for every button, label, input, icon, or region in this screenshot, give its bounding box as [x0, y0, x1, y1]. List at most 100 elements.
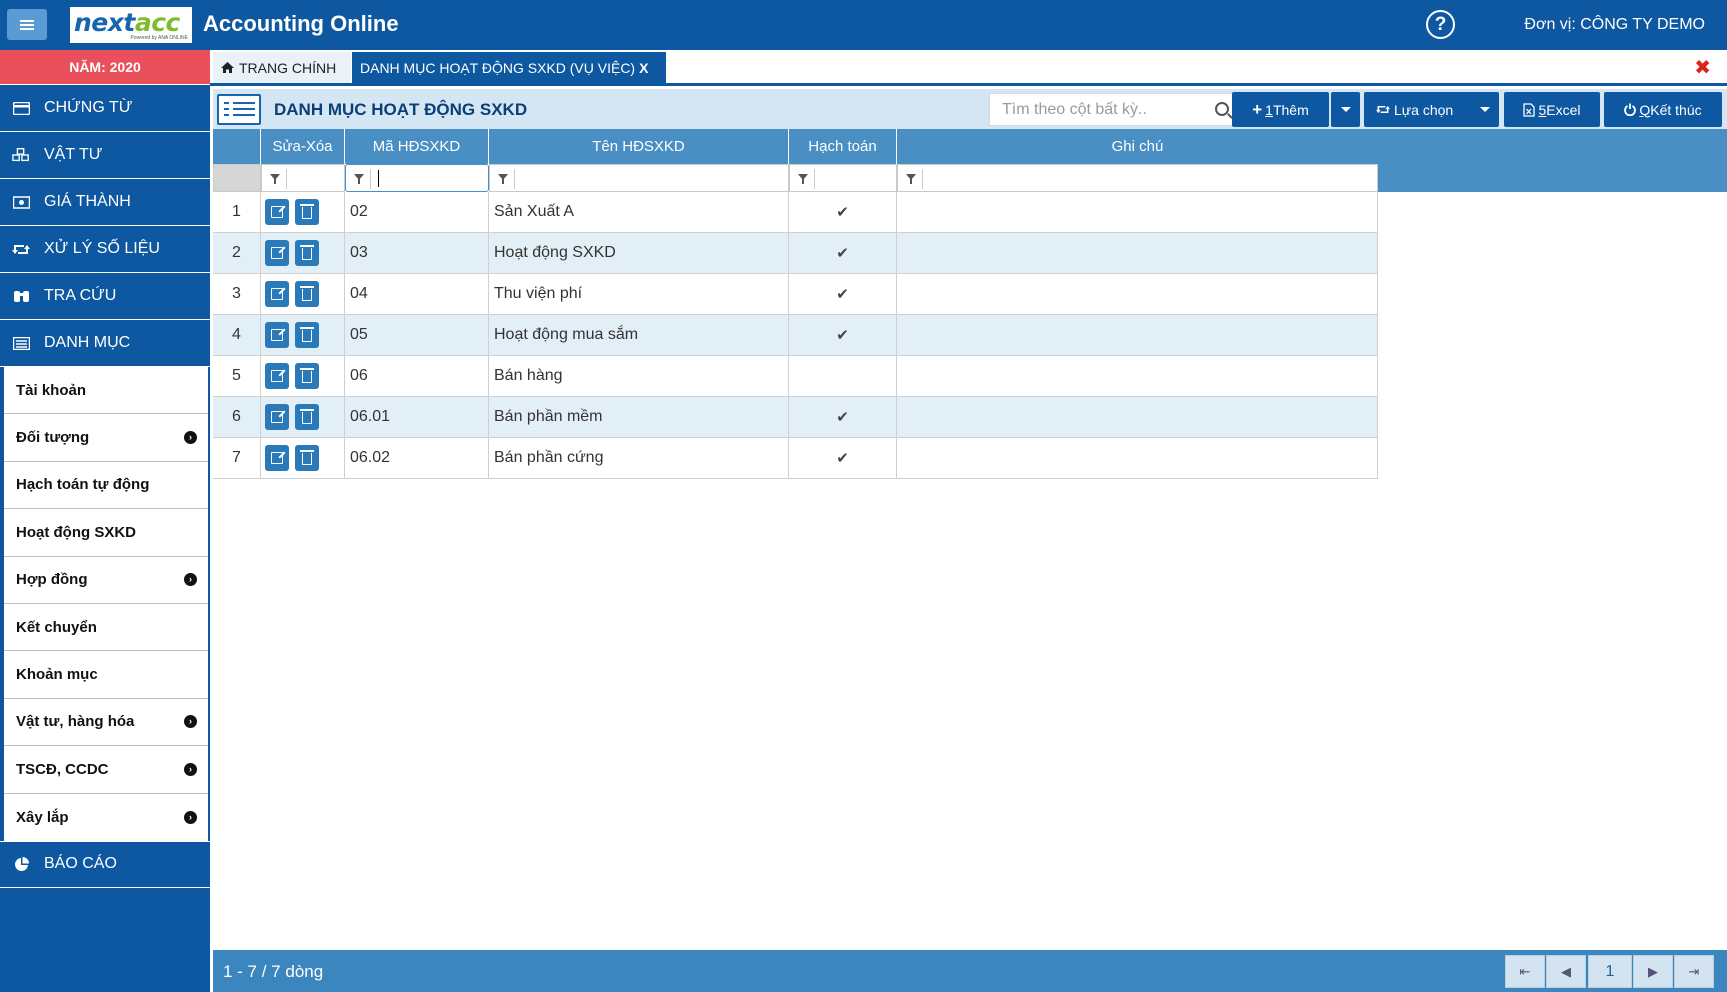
delete-button[interactable]: [295, 322, 319, 348]
app-title: Accounting Online: [203, 11, 399, 36]
submenu-item-hop-dong[interactable]: Hợp đồng ›: [4, 557, 208, 604]
edit-button[interactable]: [265, 240, 289, 266]
company-unit-label[interactable]: Đơn vị: CÔNG TY DEMO: [1524, 16, 1705, 33]
cell-posting: ✔: [789, 233, 897, 273]
filter-code-input[interactable]: [345, 164, 489, 192]
submenu-item-doi-tuong[interactable]: Đối tượng ›: [4, 414, 208, 462]
last-page-button[interactable]: ⇥: [1674, 955, 1714, 988]
cell-posting: ✔: [789, 274, 897, 314]
search-input[interactable]: [990, 94, 1190, 125]
table-row[interactable]: 4 05 Hoạt động mua sắm ✔: [213, 315, 1378, 356]
delete-button[interactable]: [295, 199, 319, 225]
edit-button[interactable]: [265, 322, 289, 348]
sidebar-item-gia-thanh[interactable]: GIÁ THÀNH: [0, 179, 210, 226]
file-excel-icon: [1523, 102, 1536, 117]
search-field[interactable]: [989, 93, 1240, 126]
filter-icon[interactable]: [270, 174, 280, 184]
exit-button[interactable]: Q Kết thúc: [1604, 92, 1722, 127]
submenu-item-hoat-dong-sxkd[interactable]: Hoạt động SXKD: [4, 509, 208, 557]
filter-note-input[interactable]: [897, 164, 1378, 192]
cell-posting: ✔: [789, 438, 897, 478]
filter-icon[interactable]: [798, 174, 808, 184]
prev-page-button[interactable]: ◀: [1546, 955, 1586, 988]
cell-code: 06.02: [345, 438, 489, 478]
sidebar-item-vat-tu[interactable]: VẬT TƯ: [0, 132, 210, 179]
column-header-posting[interactable]: Hạch toán: [789, 129, 897, 164]
column-header-note[interactable]: Ghi chú: [1111, 138, 1164, 155]
edit-button[interactable]: [265, 281, 289, 307]
row-number: 6: [213, 397, 261, 437]
row-actions: [261, 192, 345, 232]
edit-icon: [271, 247, 283, 259]
filter-icon[interactable]: [906, 174, 916, 184]
options-button[interactable]: Lựa chọn: [1364, 92, 1499, 127]
table-row[interactable]: 7 06.02 Bán phần cứng ✔: [213, 438, 1378, 479]
question-circle-icon[interactable]: ?: [1426, 10, 1455, 39]
tab-bar: TRANG CHÍNH DANH MỤC HOẠT ĐỘNG SXKD (VỤ …: [210, 50, 1727, 86]
credit-card-icon: [12, 101, 30, 115]
plus-icon: +: [1252, 99, 1263, 119]
submenu-item-vat-tu-hang-hoa[interactable]: Vật tư, hàng hóa ›: [4, 699, 208, 747]
tab-close-button[interactable]: X: [639, 59, 649, 76]
sidebar-item-bao-cao[interactable]: BÁO CÁO: [0, 840, 210, 888]
column-header-edit-delete[interactable]: Sửa-Xóa: [261, 129, 345, 164]
table-row[interactable]: 6 06.01 Bán phần mềm ✔: [213, 397, 1378, 438]
add-button[interactable]: + 1 Thêm: [1232, 92, 1329, 127]
tab-danh-muc-hoat-dong-sxkd[interactable]: DANH MỤC HOẠT ĐỘNG SXKD (VỤ VIỆC) X: [352, 52, 666, 83]
delete-button[interactable]: [295, 404, 319, 430]
filter-edit-delete[interactable]: [261, 164, 345, 192]
retweet-icon: [12, 242, 30, 256]
retweet-icon: [1376, 104, 1390, 115]
current-page-number[interactable]: 1: [1588, 955, 1632, 988]
excel-button[interactable]: 5 Excel: [1504, 92, 1600, 127]
column-header-name[interactable]: Tên HĐSXKD: [489, 129, 789, 164]
submenu-item-ket-chuyen[interactable]: Kết chuyển: [4, 604, 208, 652]
submenu-item-hach-toan-tu-dong[interactable]: Hạch toán tự động: [4, 462, 208, 510]
page-title: DANH MỤC HOẠT ĐỘNG SXKD: [274, 100, 528, 119]
filter-posting-input[interactable]: [789, 164, 897, 192]
sidebar-item-tra-cuu[interactable]: TRA CỨU: [0, 273, 210, 320]
fiscal-year-badge[interactable]: NĂM: 2020: [0, 50, 210, 85]
add-shortcut: 1: [1265, 101, 1273, 118]
cell-note: [897, 233, 1378, 273]
close-all-tabs-icon[interactable]: ✖: [1694, 57, 1711, 79]
tab-home[interactable]: TRANG CHÍNH: [213, 52, 351, 83]
filter-name-input[interactable]: [489, 164, 789, 192]
add-dropdown-button[interactable]: [1331, 92, 1360, 127]
delete-button[interactable]: [295, 363, 319, 389]
table-row[interactable]: 1 02 Sản Xuất A ✔: [213, 192, 1378, 233]
cell-posting: ✔: [789, 397, 897, 437]
next-page-button[interactable]: ▶: [1633, 955, 1673, 988]
cell-name: Bán hàng: [489, 356, 789, 396]
row-actions: [261, 233, 345, 273]
search-icon[interactable]: [1215, 102, 1229, 116]
delete-button[interactable]: [295, 445, 319, 471]
money-icon: [12, 195, 30, 209]
table-row[interactable]: 2 03 Hoạt động SXKD ✔: [213, 233, 1378, 274]
edit-button[interactable]: [265, 445, 289, 471]
edit-button[interactable]: [265, 404, 289, 430]
delete-button[interactable]: [295, 240, 319, 266]
table-row[interactable]: 3 04 Thu viện phí ✔: [213, 274, 1378, 315]
submenu-item-khoan-muc[interactable]: Khoản mục: [4, 651, 208, 699]
submenu-item-xay-lap[interactable]: Xây lắp ›: [4, 794, 208, 841]
row-number: 2: [213, 233, 261, 273]
top-header: nextacc Powered by ANA ONLINE Accounting…: [0, 0, 1727, 50]
sidebar-item-chung-tu[interactable]: CHỨNG TỪ: [0, 85, 210, 132]
submenu-item-tscd-ccdc[interactable]: TSCĐ, CCDC ›: [4, 746, 208, 794]
filter-icon[interactable]: [498, 174, 508, 184]
trash-icon: [300, 327, 314, 342]
hamburger-menu-button[interactable]: [7, 9, 47, 40]
column-header-code[interactable]: Mã HĐSXKD: [345, 129, 489, 164]
filter-icon[interactable]: [354, 174, 364, 184]
sidebar-item-danh-muc[interactable]: DANH MỤC: [0, 320, 210, 367]
first-page-button[interactable]: ⇤: [1505, 955, 1545, 988]
sidebar-item-label: TRA CỨU: [44, 287, 117, 304]
table-row[interactable]: 5 06 Bán hàng: [213, 356, 1378, 397]
sidebar-item-xu-ly-so-lieu[interactable]: XỬ LÝ SỐ LIỆU: [0, 226, 210, 273]
delete-button[interactable]: [295, 281, 319, 307]
submenu-item-tai-khoan[interactable]: Tài khoản: [4, 367, 208, 415]
filter-row: [213, 164, 1378, 192]
edit-button[interactable]: [265, 199, 289, 225]
edit-button[interactable]: [265, 363, 289, 389]
